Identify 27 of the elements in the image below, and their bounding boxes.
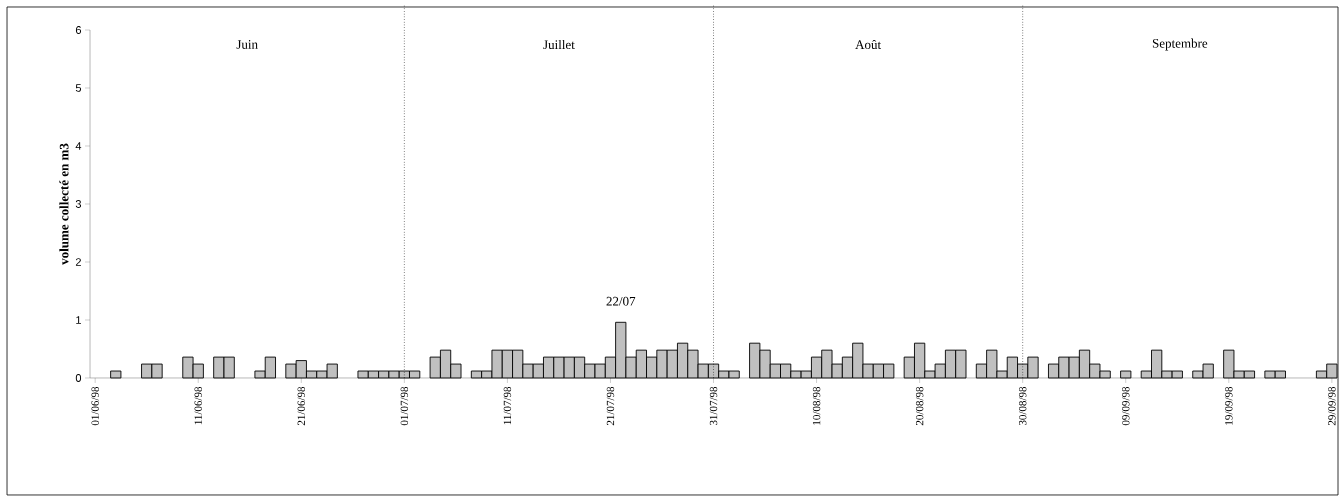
x-tick-label: 11/07/98 — [503, 386, 512, 425]
y-tick-label: 4 — [75, 142, 82, 150]
annotation: Août — [855, 39, 882, 50]
x-tick-label: 29/09/98 — [1328, 386, 1336, 426]
x-tick-label: 09/09/98 — [1122, 386, 1130, 426]
y-tick-label: 0 — [75, 374, 82, 382]
annotation: Juin — [236, 40, 258, 49]
y-axis-title: volume collecté en m3 — [59, 143, 69, 265]
x-tick-label: 31/07/98 — [709, 386, 718, 426]
x-tick-label: 21/07/98 — [606, 386, 615, 426]
y-tick-label: 3 — [75, 200, 82, 208]
x-tick-label: 11/06/98 — [194, 386, 202, 425]
bar — [110, 370, 122, 379]
annotation: Juillet — [543, 39, 575, 50]
x-tick-label: 01/06/98 — [91, 386, 99, 426]
x-tick-label: 30/08/98 — [1018, 386, 1027, 426]
y-tick-label: 1 — [76, 316, 81, 324]
x-tick-label: 19/09/98 — [1225, 386, 1233, 425]
y-tick-label: 5 — [75, 84, 82, 92]
y-tick-label: 2 — [75, 258, 81, 266]
annotation: Septembre — [1152, 38, 1208, 51]
x-tick-label: 21/06/98 — [297, 386, 305, 426]
x-tick-label: 20/08/98 — [915, 386, 924, 426]
annotation: 22/07 — [606, 296, 636, 306]
x-tick-label: 10/08/98 — [812, 386, 821, 425]
x-tick-label: 01/07/98 — [400, 386, 409, 426]
y-tick-label: 6 — [75, 26, 82, 34]
